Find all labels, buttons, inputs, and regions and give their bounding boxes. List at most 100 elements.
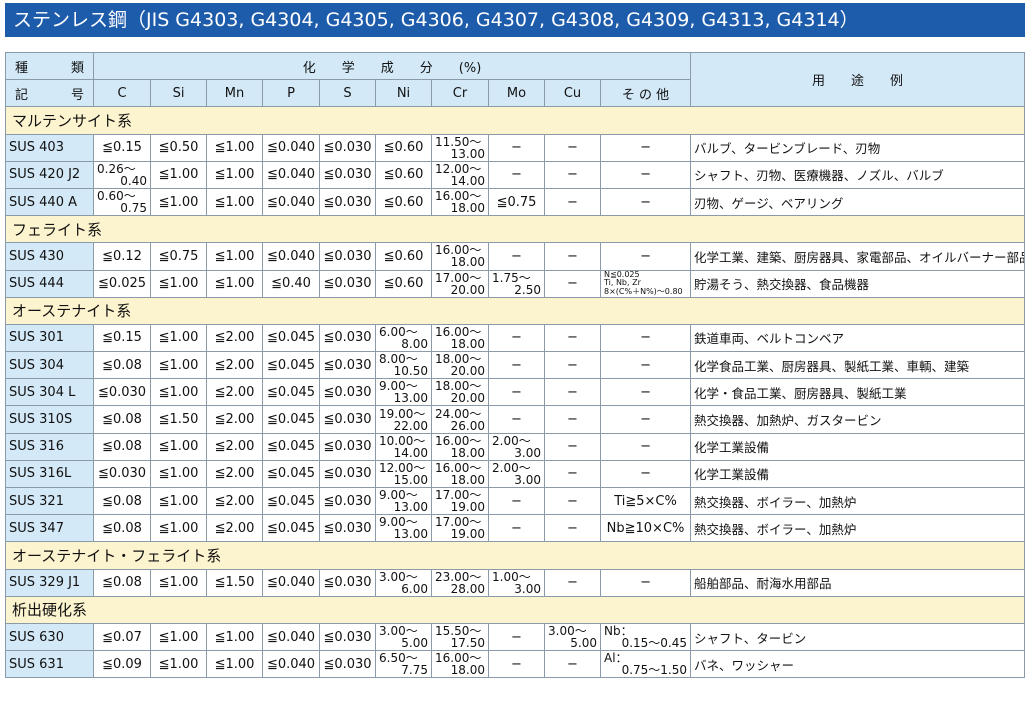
composition-cell: − xyxy=(544,242,601,271)
element-header: Si xyxy=(150,79,207,108)
composition-cell: ≦0.040 xyxy=(262,622,320,652)
composition-cell: ≦0.030 xyxy=(93,459,151,489)
composition-cell: 16.00〜 18.00 xyxy=(431,459,489,489)
composition-cell: − xyxy=(599,323,692,353)
table-row: SUS 316 ≦0.08 ≦1.00 ≦2.00 ≦0.045 ≦0.030 10.00〜… xyxy=(5,432,1025,461)
range-from: 17.00〜 xyxy=(435,270,482,285)
use-cell: 熱交換器、加熱炉、ガスタービン xyxy=(690,405,1025,434)
range-to: 13.00 xyxy=(393,391,428,406)
composition-cell: − xyxy=(488,351,545,380)
composition-cell: ≦0.045 xyxy=(262,351,320,380)
category-label: フェライト系 xyxy=(5,215,1025,244)
composition-cell: − xyxy=(544,486,601,516)
composition-cell: − xyxy=(599,133,692,162)
range-to: 10.50 xyxy=(393,364,428,379)
composition-cell: ≦0.08 xyxy=(93,351,151,380)
composition-cell: ≦2.00 xyxy=(206,378,263,407)
composition-cell: ≦0.030 xyxy=(319,351,376,380)
composition-cell: ≦0.030 xyxy=(319,323,376,353)
composition-cell: − xyxy=(599,378,692,407)
use-cell: シャフト、刃物、医療機器、ノズル、バルブ xyxy=(690,160,1025,189)
range-to: 19.00 xyxy=(450,527,485,542)
composition-cell: 16.00〜 18.00 xyxy=(431,242,489,271)
composition-cell: − xyxy=(488,242,545,271)
composition-cell: − xyxy=(488,514,545,543)
symbol-header: 記号 xyxy=(5,79,94,108)
composition-cell: ≦1.00 xyxy=(206,622,263,652)
composition-cell: − xyxy=(599,405,692,434)
range-to: 0.75 xyxy=(120,201,147,216)
range-to: 18.00 xyxy=(450,663,485,678)
composition-cell: ≦0.75 xyxy=(488,187,545,217)
composition-cell: − xyxy=(488,622,545,652)
range-from: 11.50〜 xyxy=(435,134,482,149)
composition-cell: ≦0.030 xyxy=(319,187,376,217)
composition-cell: N≦0.025 Ti, Nb, Zr 8×(C%＋N%)〜0.80 xyxy=(599,269,692,298)
composition-cell: − xyxy=(599,351,692,380)
use-cell: バネ、ワッシャー xyxy=(690,650,1025,679)
composition-cell: ≦2.00 xyxy=(206,459,263,489)
composition-cell: 2.00〜 3.00 xyxy=(488,459,545,489)
range-to: 2.50 xyxy=(514,282,541,297)
composition-cell: ≦0.030 xyxy=(93,378,151,407)
composition-cell: − xyxy=(488,378,545,407)
range-from: 16.00〜 xyxy=(435,243,482,258)
grade-name: SUS 301 xyxy=(5,323,94,353)
composition-cell: ≦0.12 xyxy=(93,242,151,271)
composition-cell: ≦0.045 xyxy=(262,405,320,434)
use-cell: 貯湯そう、熱交換器、食品機器 xyxy=(690,269,1025,298)
composition-cell: 24.00〜 26.00 xyxy=(431,405,489,434)
category-label: 析出硬化系 xyxy=(5,595,1025,624)
use-cell: 化学工業、建築、厨房器具、家電部品、オイルバーナー部品 xyxy=(690,242,1025,271)
composition-cell: 18.00〜 20.00 xyxy=(431,351,489,380)
range-from: 18.00〜 xyxy=(435,379,482,394)
composition-cell: ≦1.00 xyxy=(206,242,263,271)
composition-cell: − xyxy=(544,351,601,380)
table-row: SUS 440 A 0.60〜 0.75 ≦1.00 ≦1.00 ≦0.040 ≦0.030… xyxy=(5,187,1025,217)
composition-cell: 16.00〜 18.00 xyxy=(431,650,489,679)
range-from: Nb： xyxy=(604,624,633,639)
composition-cell: − xyxy=(544,405,601,434)
composition-cell: − xyxy=(599,568,692,597)
note-line: Ti, Nb, Zr xyxy=(604,278,641,288)
composition-cell: ≦0.045 xyxy=(262,459,320,489)
use-cell: 化学工業設備 xyxy=(690,432,1025,461)
range-to: 28.00 xyxy=(450,581,485,596)
use-cell: 化学工業設備 xyxy=(690,459,1025,489)
element-header: Cu xyxy=(544,79,601,108)
range-to: 3.00 xyxy=(514,445,541,460)
composition-cell: ≦0.08 xyxy=(93,486,151,516)
composition-cell: ≦0.030 xyxy=(319,133,376,162)
range-to: 0.75〜1.50 xyxy=(621,663,688,678)
range-from: 1.75〜 xyxy=(492,270,531,285)
range-from: 16.00〜 xyxy=(435,433,482,448)
grade-name: SUS 430 xyxy=(5,242,94,271)
element-header: Mn xyxy=(206,79,263,108)
composition-cell: − xyxy=(544,432,601,461)
composition-cell: ≦0.040 xyxy=(262,242,320,271)
composition-cell: ≦1.00 xyxy=(206,187,263,217)
range-from: 3.00〜 xyxy=(379,569,418,584)
composition-cell: 0.26〜 0.40 xyxy=(93,160,151,189)
page-title: ステンレス鋼（JIS G4303, G4304, G4305, G4306, G… xyxy=(5,3,1025,37)
range-to: 3.00 xyxy=(514,472,541,487)
composition-cell: 3.00〜 5.00 xyxy=(375,622,432,652)
composition-cell: ≦2.00 xyxy=(206,432,263,461)
kind-header: 種類 xyxy=(5,51,94,81)
composition-cell: − xyxy=(544,459,601,489)
kind-char: 類 xyxy=(70,60,84,76)
range-to: 13.00 xyxy=(450,146,485,161)
grade-name: SUS 321 xyxy=(5,486,94,516)
range-to: 6.00 xyxy=(401,581,428,596)
composition-cell: 17.00〜 19.00 xyxy=(431,514,489,543)
range-to: 18.00 xyxy=(450,336,485,351)
composition-cell: ≦0.07 xyxy=(93,622,151,652)
range-to: 19.00 xyxy=(450,500,485,515)
category-row: 析出硬化系 xyxy=(5,595,1025,624)
composition-cell: 19.00〜 22.00 xyxy=(375,405,432,434)
range-from: 1.00〜 xyxy=(492,569,531,584)
composition-cell: ≦1.00 xyxy=(206,269,263,298)
range-from: 6.50〜 xyxy=(379,651,418,666)
composition-cell: ≦1.00 xyxy=(150,269,207,298)
grade-name: SUS 630 xyxy=(5,622,94,652)
